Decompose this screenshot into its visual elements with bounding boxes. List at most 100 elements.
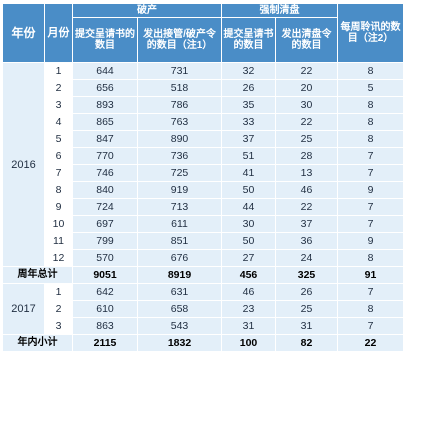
month-cell: 3 xyxy=(44,96,73,114)
winding-petitions-cell: 41 xyxy=(221,164,276,182)
bankruptcy-orders-cell: 611 xyxy=(137,215,222,233)
table-row: 2016 1 644 731 32 22 8 xyxy=(2,62,404,267)
month-cell: 6 xyxy=(44,147,73,165)
hearings-cell: 8 xyxy=(337,130,404,148)
compulsory-winding-group-header: 强制清盘 xyxy=(221,3,338,18)
total-winding-orders-cell: 82 xyxy=(275,334,338,352)
winding-orders-cell: 20 xyxy=(275,79,338,97)
statistics-table: 年份 月份 破产 强制清盘 每周聆讯的数目（注2） 提交呈请书的数目 发出接管/… xyxy=(2,3,404,352)
bankruptcy-petitions-cell: 570 xyxy=(72,249,138,267)
winding-orders-cell: 30 xyxy=(275,96,338,114)
bankruptcy-orders-cell: 725 xyxy=(137,164,222,182)
month-cell: 5 xyxy=(44,130,73,148)
hearings-cell: 7 xyxy=(337,317,404,335)
hearings-cell: 7 xyxy=(337,215,404,233)
bankruptcy-petitions-cell: 770 xyxy=(72,147,138,165)
bankruptcy-orders-cell: 763 xyxy=(137,113,222,131)
bankruptcy-orders-cell: 518 xyxy=(137,79,222,97)
year-cell: 2016 xyxy=(2,62,45,267)
month-cell: 1 xyxy=(44,62,73,80)
winding-orders-cell: 28 xyxy=(275,147,338,165)
hearings-cell: 9 xyxy=(337,232,404,250)
bankruptcy-petitions-cell: 799 xyxy=(72,232,138,250)
table-row: 4 865 763 33 22 8 xyxy=(3,113,404,131)
hearings-cell: 8 xyxy=(337,113,404,131)
month-cell: 8 xyxy=(44,181,73,199)
bankruptcy-petitions-header: 提交呈请书的数目 xyxy=(72,17,138,63)
table-row: 2 610 658 23 25 8 xyxy=(3,300,404,318)
month-cell: 12 xyxy=(44,249,73,267)
total-row: 年内小计 2115 1832 100 82 22 xyxy=(2,334,404,352)
total-bankruptcy-petitions-cell: 9051 xyxy=(72,266,138,284)
table-row: 2 656 518 26 20 5 xyxy=(3,79,404,97)
year-cell: 2017 xyxy=(2,283,45,335)
winding-orders-cell: 22 xyxy=(275,113,338,131)
bankruptcy-orders-cell: 676 xyxy=(137,249,222,267)
month-cell: 7 xyxy=(44,164,73,182)
month-cell: 2 xyxy=(44,79,73,97)
winding-orders-cell: 31 xyxy=(275,317,338,335)
winding-petitions-header: 提交呈请书的数目 xyxy=(221,17,276,63)
winding-petitions-cell: 37 xyxy=(221,130,276,148)
bankruptcy-petitions-cell: 863 xyxy=(72,317,138,335)
winding-petitions-cell: 31 xyxy=(221,317,276,335)
hearings-cell: 8 xyxy=(337,300,404,318)
winding-orders-cell: 46 xyxy=(275,181,338,199)
winding-petitions-cell: 33 xyxy=(221,113,276,131)
month-cell: 3 xyxy=(44,317,73,335)
table-row: 5 847 890 37 25 8 xyxy=(3,130,404,148)
winding-petitions-cell: 44 xyxy=(221,198,276,216)
table-body: 2016 1 644 731 32 22 8 2 656 518 26 20 5 3 893 786 35 30 8… xyxy=(2,62,404,352)
bankruptcy-petitions-cell: 893 xyxy=(72,96,138,114)
table-row: 3 863 543 31 31 7 xyxy=(3,317,404,335)
bankruptcy-petitions-cell: 840 xyxy=(72,181,138,199)
hearings-cell: 8 xyxy=(337,249,404,267)
month-cell: 10 xyxy=(44,215,73,233)
weekly-hearings-header: 每周聆讯的数目（注2） xyxy=(337,3,404,63)
total-row: 周年总计 9051 8919 456 325 91 xyxy=(2,266,404,284)
bankruptcy-petitions-cell: 865 xyxy=(72,113,138,131)
winding-petitions-cell: 51 xyxy=(221,147,276,165)
bankruptcy-orders-cell: 786 xyxy=(137,96,222,114)
hearings-cell: 8 xyxy=(337,96,404,114)
month-cell: 11 xyxy=(44,232,73,250)
winding-orders-cell: 37 xyxy=(275,215,338,233)
total-hearings-cell: 91 xyxy=(337,266,404,284)
month-cell: 9 xyxy=(44,198,73,216)
winding-orders-cell: 13 xyxy=(275,164,338,182)
winding-orders-cell: 22 xyxy=(275,62,338,80)
winding-petitions-cell: 50 xyxy=(221,232,276,250)
winding-orders-cell: 36 xyxy=(275,232,338,250)
bankruptcy-orders-cell: 631 xyxy=(137,283,222,301)
table-header: 年份 月份 破产 强制清盘 每周聆讯的数目（注2） 提交呈请书的数目 发出接管/… xyxy=(2,3,404,63)
total-winding-orders-cell: 325 xyxy=(275,266,338,284)
bankruptcy-petitions-cell: 656 xyxy=(72,79,138,97)
bankruptcy-orders-cell: 713 xyxy=(137,198,222,216)
total-label: 周年总计 xyxy=(2,266,73,284)
bankruptcy-orders-cell: 731 xyxy=(137,62,222,80)
winding-petitions-cell: 23 xyxy=(221,300,276,318)
bankruptcy-orders-cell: 543 xyxy=(137,317,222,335)
hearings-cell: 7 xyxy=(337,198,404,216)
bankruptcy-petitions-cell: 746 xyxy=(72,164,138,182)
bankruptcy-petitions-cell: 610 xyxy=(72,300,138,318)
bankruptcy-orders-header: 发出接管/破产令的数目（注1） xyxy=(137,17,222,63)
bankruptcy-orders-cell: 851 xyxy=(137,232,222,250)
table-row: 3 893 786 35 30 8 xyxy=(3,96,404,114)
winding-petitions-cell: 27 xyxy=(221,249,276,267)
total-bankruptcy-orders-cell: 8919 xyxy=(137,266,222,284)
table-row: 10 697 611 30 37 7 xyxy=(3,215,404,233)
month-cell: 4 xyxy=(44,113,73,131)
table-row: 6 770 736 51 28 7 xyxy=(3,147,404,165)
bankruptcy-group-header: 破产 xyxy=(72,3,222,18)
bankruptcy-petitions-cell: 847 xyxy=(72,130,138,148)
bankruptcy-petitions-cell: 697 xyxy=(72,215,138,233)
table-row: 7 746 725 41 13 7 xyxy=(3,164,404,182)
hearings-cell: 8 xyxy=(337,62,404,80)
table-row: 11 799 851 50 36 9 xyxy=(3,232,404,250)
winding-orders-header: 发出清盘令的数目 xyxy=(275,17,338,63)
winding-petitions-cell: 30 xyxy=(221,215,276,233)
bankruptcy-petitions-cell: 644 xyxy=(72,62,138,80)
winding-orders-cell: 24 xyxy=(275,249,338,267)
winding-petitions-cell: 32 xyxy=(221,62,276,80)
